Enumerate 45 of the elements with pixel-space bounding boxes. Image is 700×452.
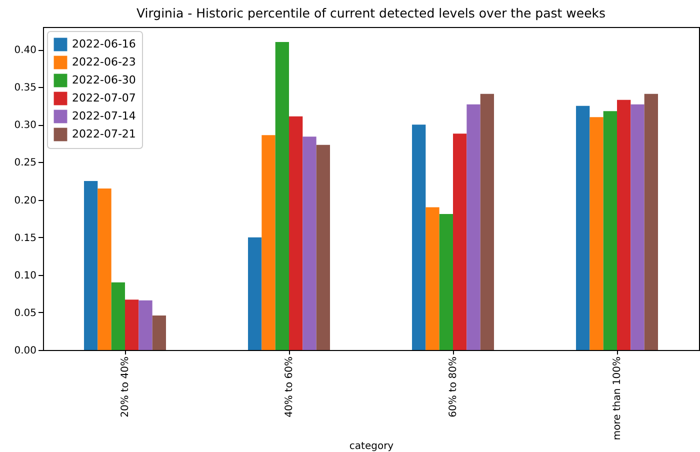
bar — [644, 94, 658, 350]
bar — [248, 237, 262, 350]
legend-label: 2022-06-23 — [72, 56, 136, 68]
legend-label: 2022-07-14 — [72, 110, 136, 122]
legend-label: 2022-06-30 — [72, 74, 136, 86]
bar — [590, 117, 604, 350]
y-tick-label: 0.15 — [14, 232, 36, 244]
bar — [125, 300, 139, 350]
bar — [439, 214, 453, 350]
bar — [466, 104, 480, 350]
bar — [453, 134, 467, 350]
bar — [603, 111, 617, 350]
bar — [302, 136, 316, 350]
bar — [152, 315, 166, 350]
legend-label: 2022-07-21 — [72, 128, 136, 140]
bar — [412, 124, 426, 350]
bar — [426, 207, 440, 350]
y-tick-label: 0.25 — [14, 158, 36, 169]
x-tick-label: more than 100% — [612, 356, 623, 440]
bar — [316, 144, 330, 350]
legend-label: 2022-06-16 — [72, 38, 136, 50]
x-tick-label: 20% to 40% — [120, 356, 131, 418]
y-tick-label: 0.35 — [14, 82, 36, 94]
legend-label: 2022-07-07 — [72, 92, 136, 104]
bar — [576, 106, 590, 350]
x-tick-label: 60% to 80% — [448, 356, 459, 418]
bar — [617, 100, 631, 350]
bar — [98, 188, 112, 350]
y-tick-label: 0.00 — [14, 346, 36, 356]
y-tick-label: 0.20 — [14, 195, 36, 206]
bar — [84, 180, 98, 350]
bar — [630, 104, 644, 350]
chart-title: Virginia - Historic percentile of current detected levels over the past weeks — [136, 6, 606, 20]
x-axis-title: category — [349, 441, 394, 452]
y-tick-label: 0.40 — [14, 45, 36, 56]
bar — [262, 135, 276, 350]
bar — [275, 42, 289, 350]
bar — [111, 282, 125, 350]
bar — [138, 300, 152, 350]
bar — [480, 94, 494, 350]
y-tick-label: 0.10 — [14, 270, 36, 282]
y-tick-label: 0.30 — [14, 120, 36, 132]
x-tick-label: 40% to 60% — [284, 356, 295, 418]
y-tick-label: 0.05 — [14, 308, 36, 319]
bar — [289, 116, 303, 350]
